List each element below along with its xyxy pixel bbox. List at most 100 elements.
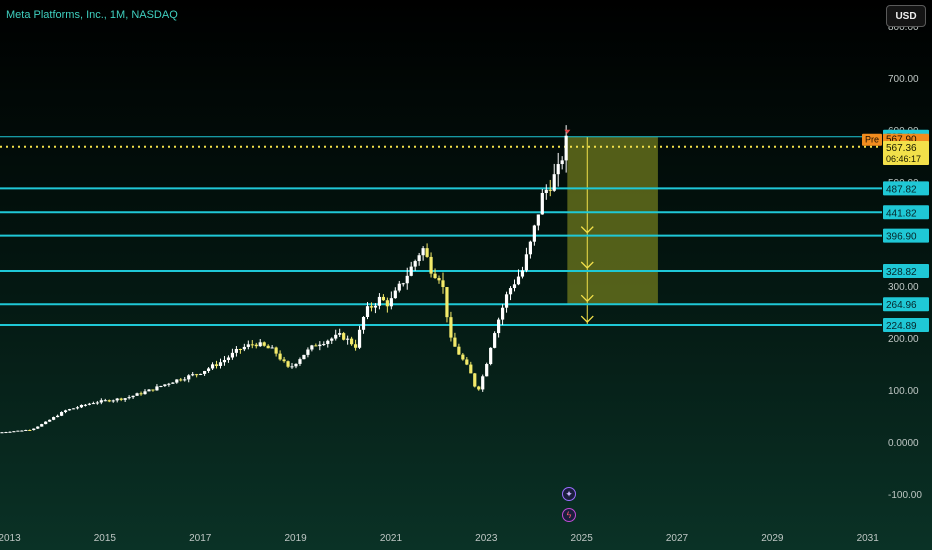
candle-body[interactable] [151, 389, 155, 391]
candle-body[interactable] [214, 364, 219, 366]
candle-body[interactable] [298, 359, 302, 364]
candle-body[interactable] [425, 248, 429, 257]
candle-body[interactable] [75, 407, 80, 409]
candle-body[interactable] [135, 393, 139, 396]
candle-body[interactable] [206, 368, 211, 372]
candle-body[interactable] [497, 319, 501, 334]
candle-body[interactable] [59, 412, 64, 416]
candle-body[interactable] [24, 429, 28, 431]
candle-body[interactable] [532, 225, 536, 242]
candle-body[interactable] [346, 338, 350, 340]
candle-body[interactable] [262, 342, 266, 346]
candle-body[interactable] [111, 400, 115, 402]
candle-body[interactable] [381, 296, 385, 301]
candle-body[interactable] [413, 261, 417, 267]
candle-body[interactable] [115, 398, 119, 401]
candle-body[interactable] [123, 398, 127, 400]
candle-body[interactable] [481, 376, 485, 390]
candle-body[interactable] [508, 288, 513, 295]
candle-body[interactable] [493, 333, 497, 348]
candle-body[interactable] [282, 359, 286, 362]
candle-body[interactable] [465, 359, 469, 365]
candle-body[interactable] [266, 345, 270, 349]
candle-body[interactable] [437, 278, 441, 281]
candle-body[interactable] [254, 344, 258, 347]
candle-body[interactable] [44, 421, 48, 425]
candle-body[interactable] [445, 287, 449, 318]
candle-body[interactable] [377, 296, 382, 306]
candle-body[interactable] [246, 344, 250, 347]
candle-body[interactable] [4, 432, 8, 434]
candle-body[interactable] [0, 432, 4, 434]
candle-body[interactable] [278, 353, 282, 360]
sparkle-icon[interactable]: ✦ [562, 487, 576, 501]
candle-body[interactable] [330, 338, 334, 341]
candle-body[interactable] [210, 364, 215, 369]
candle-body[interactable] [187, 375, 191, 380]
candle-body[interactable] [167, 383, 171, 385]
candle-body[interactable] [48, 419, 52, 422]
candle-body[interactable] [143, 391, 147, 395]
candle-body[interactable] [103, 400, 107, 402]
candle-body[interactable] [433, 273, 437, 279]
candle-body[interactable] [274, 347, 278, 354]
candle-body[interactable] [421, 248, 425, 256]
candle-body[interactable] [63, 410, 68, 413]
candle-body[interactable] [397, 283, 401, 291]
candle-body[interactable] [79, 404, 84, 408]
candle-body[interactable] [556, 164, 560, 175]
candle-body[interactable] [540, 192, 544, 215]
candle-body[interactable] [175, 379, 179, 383]
candle-body[interactable] [469, 364, 473, 374]
candle-body[interactable] [361, 316, 366, 330]
candle-body[interactable] [500, 307, 505, 320]
candle-body[interactable] [544, 189, 548, 193]
candle-body[interactable] [357, 329, 362, 348]
candle-body[interactable] [334, 334, 338, 339]
candle-body[interactable] [222, 359, 227, 363]
candle-body[interactable] [393, 290, 397, 299]
candle-body[interactable] [230, 352, 235, 358]
currency-button[interactable]: USD [886, 5, 926, 27]
candle-body[interactable] [524, 254, 529, 271]
candle-body[interactable] [560, 160, 564, 165]
candle-body[interactable] [171, 382, 175, 384]
candle-body[interactable] [87, 403, 91, 405]
candle-body[interactable] [270, 347, 274, 349]
candle-body[interactable] [314, 345, 318, 347]
projection-box[interactable] [567, 136, 658, 305]
candle-body[interactable] [155, 386, 159, 391]
candle-body[interactable] [8, 431, 12, 433]
candle-body[interactable] [163, 384, 167, 386]
candle-body[interactable] [528, 241, 532, 255]
candle-body[interactable] [353, 344, 358, 348]
candle-body[interactable] [373, 305, 378, 308]
candle-body[interactable] [40, 424, 44, 427]
candle-body[interactable] [16, 430, 20, 432]
flash-icon[interactable]: ϟ [562, 508, 576, 522]
candle-body[interactable] [91, 403, 95, 405]
candle-body[interactable] [195, 374, 199, 376]
candle-body[interactable] [409, 266, 413, 276]
candle-body[interactable] [250, 344, 254, 346]
candle-body[interactable] [338, 333, 342, 335]
candle-body[interactable] [429, 256, 433, 274]
candle-body[interactable] [258, 342, 262, 347]
candle-body[interactable] [385, 300, 389, 307]
candle-body[interactable] [36, 426, 40, 429]
candle-body[interactable] [56, 415, 60, 418]
candle-body[interactable] [290, 366, 294, 368]
candle-body[interactable] [32, 428, 36, 431]
candle-body[interactable] [226, 357, 231, 360]
candle-body[interactable] [369, 306, 374, 308]
candle-body[interactable] [453, 337, 457, 347]
candle-body[interactable] [365, 306, 370, 317]
candle-body[interactable] [310, 345, 314, 350]
candle-body[interactable] [20, 430, 24, 432]
candle-body[interactable] [242, 346, 246, 350]
candle-body[interactable] [67, 409, 72, 411]
candle-body[interactable] [12, 431, 16, 433]
candle-body[interactable] [147, 389, 151, 392]
candle-body[interactable] [489, 347, 493, 365]
